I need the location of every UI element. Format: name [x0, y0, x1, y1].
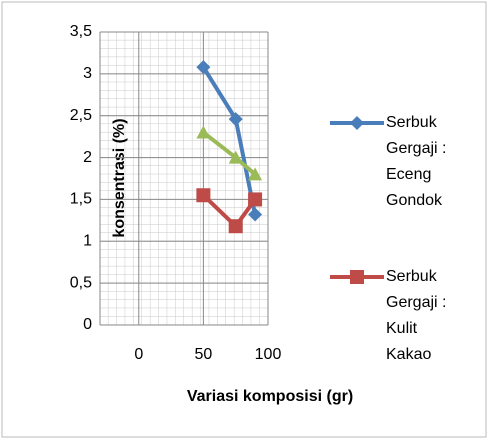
- data-point: [248, 192, 263, 207]
- y-tick-label: 0: [83, 316, 92, 333]
- y-tick-label: 2,5: [70, 107, 92, 124]
- x-tick-label: 100: [255, 346, 282, 363]
- legend-marker: [350, 270, 364, 284]
- legend-label: Serbuk Gergaji : Kulit Kakao: [386, 268, 447, 363]
- data-point: [248, 207, 263, 222]
- data-point: [228, 150, 243, 164]
- y-tick-label: 1,5: [70, 191, 92, 208]
- data-point: [196, 125, 211, 139]
- data-point: [196, 188, 211, 203]
- data-point: [228, 219, 243, 234]
- y-axis-title: konsentrasi (%): [111, 118, 128, 237]
- data-point: [228, 112, 243, 127]
- minor-grid: [100, 32, 268, 325]
- y-tick-label: 1: [83, 233, 92, 250]
- x-tick-label: 50: [194, 346, 212, 363]
- y-tick-label: 0,5: [70, 274, 92, 291]
- legend-marker: [350, 116, 364, 130]
- x-axis-title: Variasi komposisi (gr): [187, 388, 353, 405]
- data-point: [248, 167, 263, 181]
- legend-label: Serbuk Gergaji : Eceng Gondok: [386, 114, 447, 209]
- y-tick-label: 3: [83, 65, 92, 82]
- y-tick-label: 3,5: [70, 23, 92, 40]
- data-point: [196, 60, 211, 75]
- x-tick-label: 0: [134, 346, 143, 363]
- y-tick-label: 2: [83, 149, 92, 166]
